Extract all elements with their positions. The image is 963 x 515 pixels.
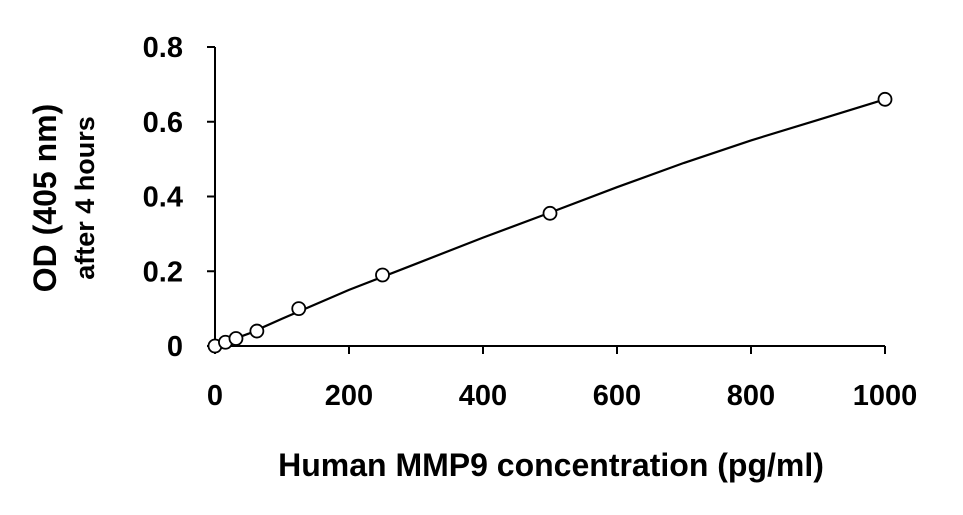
data-point [375,267,390,283]
x-tick-label: 600 [593,380,641,412]
data-point [877,91,893,107]
data-point [542,205,558,221]
y-axis-title-line1: OD (405 nm) [27,104,63,292]
data-point [291,301,307,317]
fit-curve [214,98,886,348]
x-tick-label: 0 [207,380,223,412]
y-tick-label: 0 [167,331,183,363]
x-tick-label: 800 [727,380,775,412]
y-tick-label: 0.2 [143,256,183,288]
axes: 0 200 400 600 800 1000 0 0.2 0.4 0.6 0.8 [143,32,918,412]
x-ticks: 0 200 400 600 800 1000 [207,346,917,412]
y-tick-label: 0.8 [143,32,183,64]
y-axis-title-line2: after 4 hours [70,116,100,280]
x-tick-label: 400 [459,380,507,412]
data-point [228,331,244,346]
y-tick-label: 0.4 [143,182,183,214]
y-tick-label: 0.6 [143,107,183,139]
x-tick-label: 1000 [853,380,918,412]
y-ticks: 0 0.2 0.4 0.6 0.8 [143,32,215,363]
data-points [207,91,893,354]
data-point [249,323,265,339]
x-axis-title: Human MMP9 concentration (pg/ml) [278,447,824,483]
fit-line-group [214,98,886,348]
x-tick-label: 200 [325,380,373,412]
